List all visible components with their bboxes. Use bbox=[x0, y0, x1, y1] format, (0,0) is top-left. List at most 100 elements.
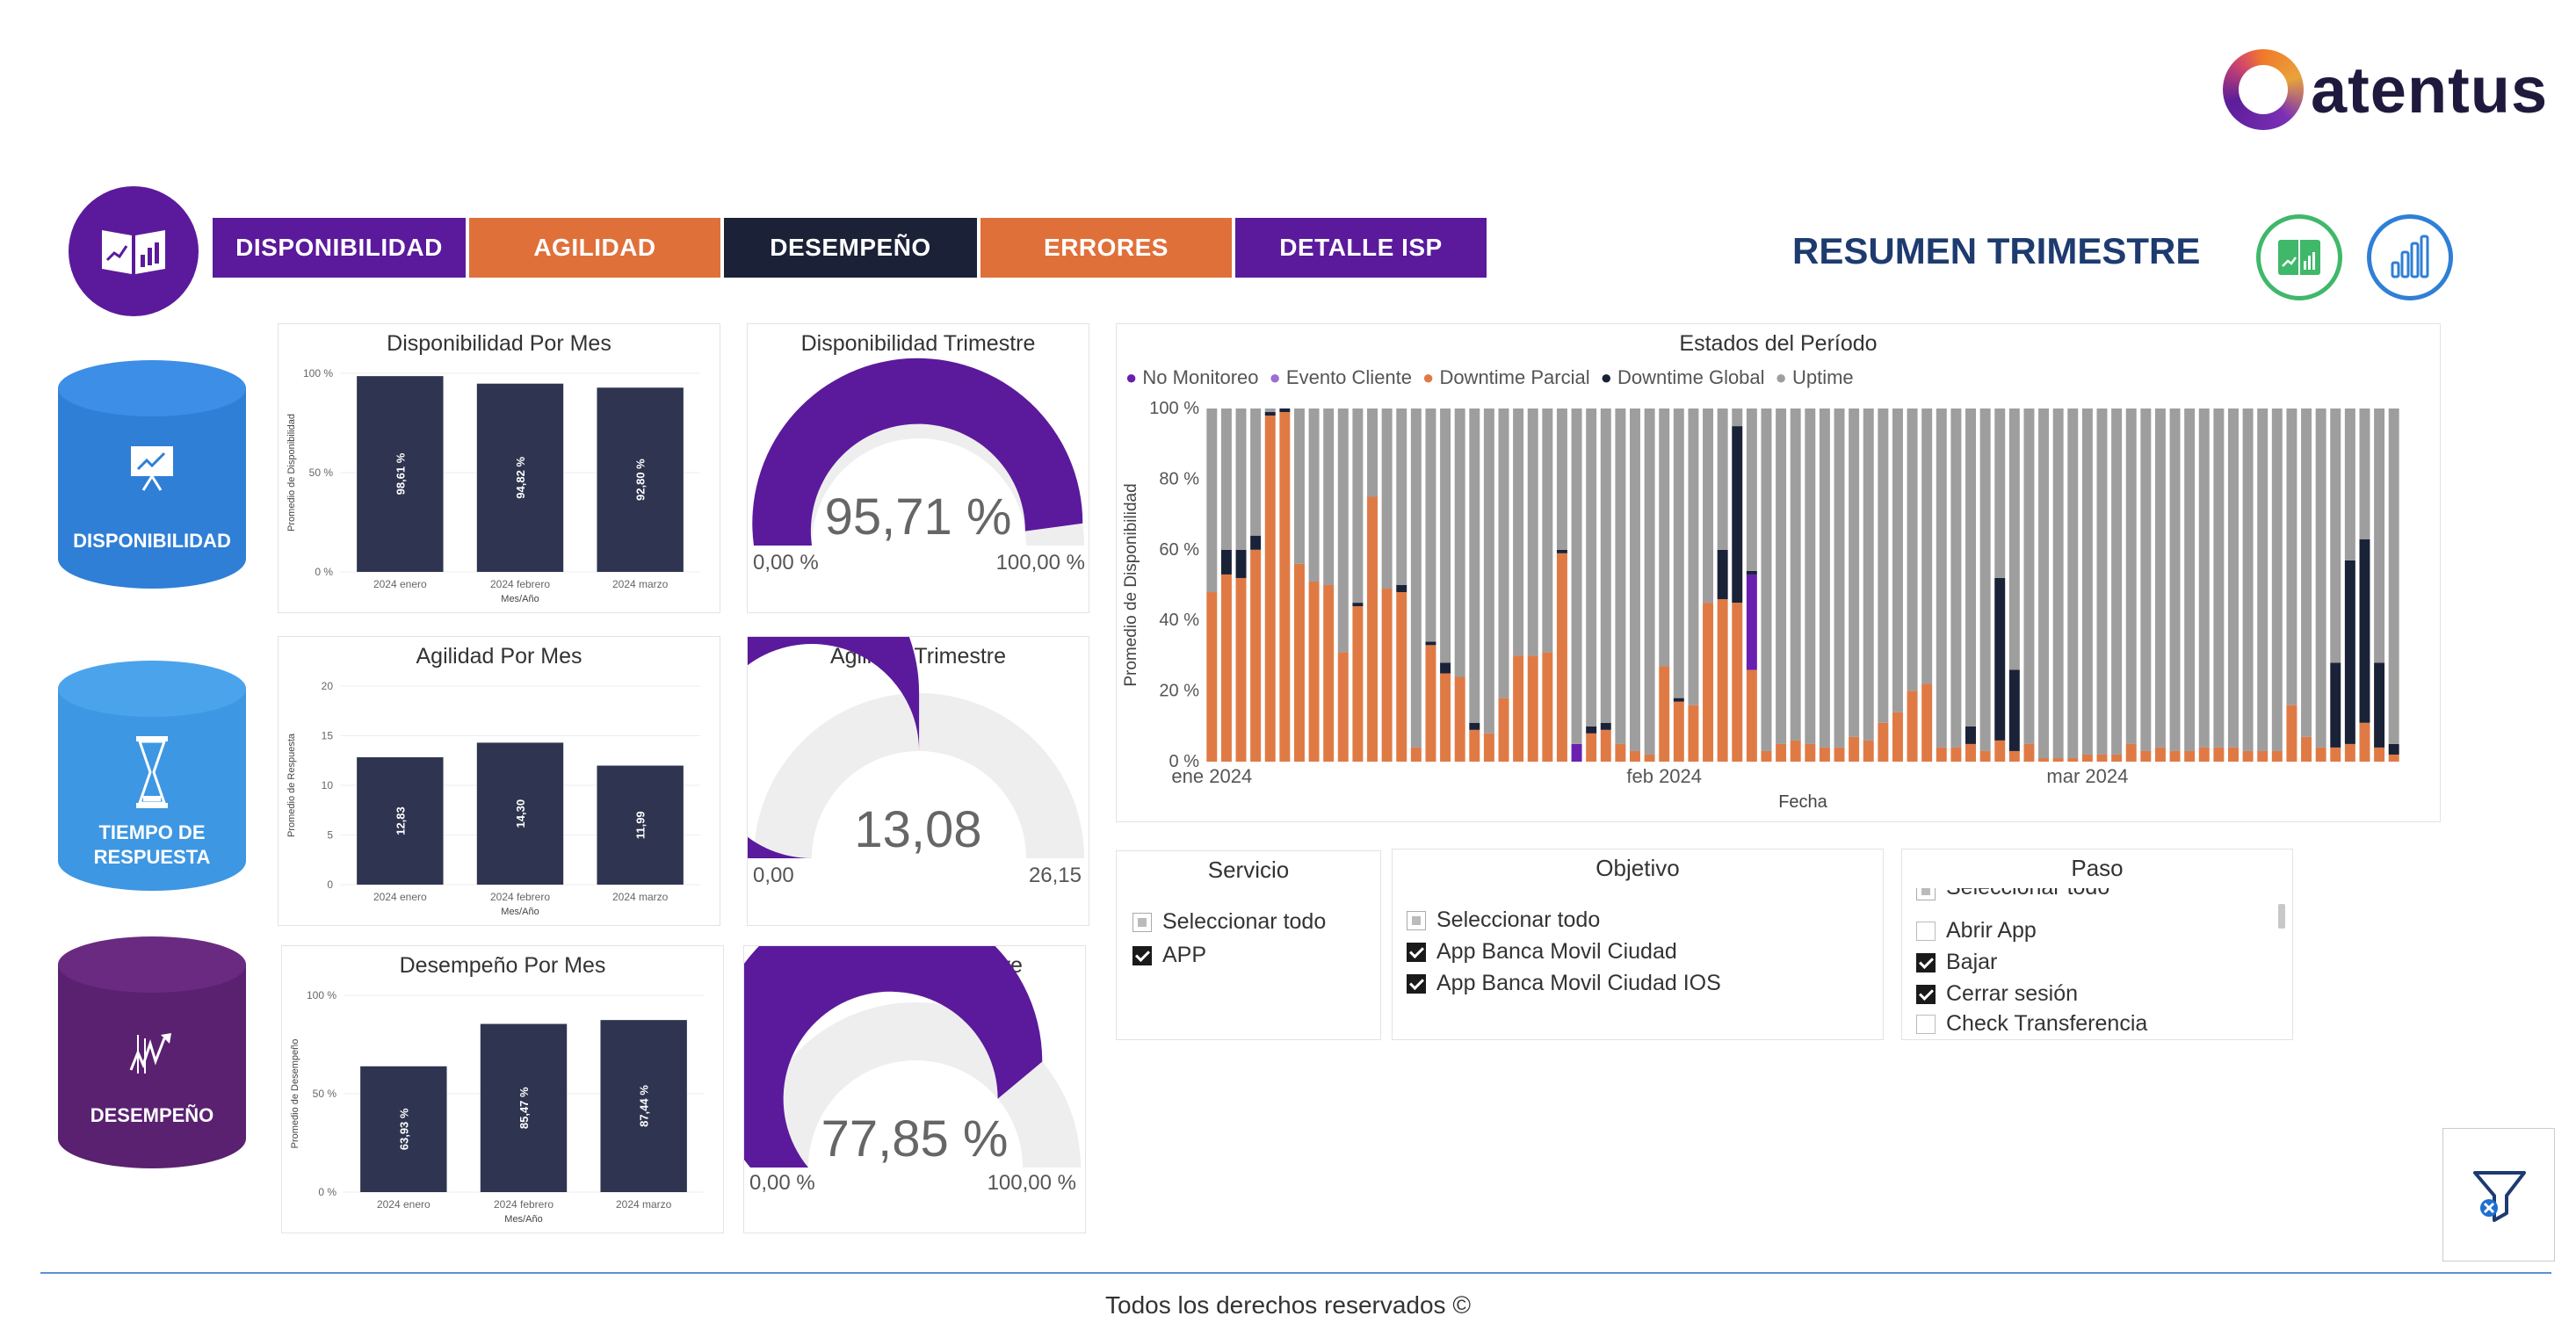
bar-segment-uptime bbox=[1717, 408, 1728, 550]
bar-segment-uptime bbox=[1381, 408, 1393, 589]
bar-segment-downtime-parcial bbox=[1936, 747, 1947, 762]
y-tick-label: 0 % bbox=[318, 1186, 336, 1198]
bar-value-label: 87,44 % bbox=[638, 1085, 651, 1127]
y-tick-label: 5 bbox=[327, 829, 333, 842]
bar-segment-downtime-global bbox=[1220, 549, 1232, 575]
gauge-track bbox=[754, 693, 1084, 858]
bar-segment-downtime-parcial bbox=[2315, 747, 2326, 762]
bar-segment-uptime bbox=[1527, 408, 1538, 656]
checkbox-checked-icon[interactable] bbox=[1407, 942, 1426, 962]
slicer-option[interactable]: Cerrar sesión bbox=[1916, 981, 2078, 1007]
scrollbar-thumb[interactable] bbox=[2278, 904, 2285, 929]
y-axis-title: Promedio de Disponibilidad bbox=[286, 414, 297, 531]
report-book-icon[interactable] bbox=[69, 186, 199, 316]
cylinder-top bbox=[58, 360, 246, 416]
report-green-button[interactable] bbox=[2256, 214, 2342, 300]
tab-agilidad[interactable]: AGILIDAD bbox=[469, 218, 720, 278]
checkbox-checked-icon[interactable] bbox=[1132, 945, 1152, 965]
slicer-option[interactable]: App Banca Movil Ciudad IOS bbox=[1407, 971, 1721, 996]
y-tick-label: 60 % bbox=[1159, 540, 1199, 560]
checkbox-partial-icon[interactable] bbox=[1916, 888, 1936, 900]
bar-segment-downtime-parcial bbox=[1761, 750, 1772, 762]
bar-segment-downtime-parcial bbox=[2228, 747, 2239, 762]
legend-dot-icon: ● bbox=[1600, 366, 1612, 388]
checkbox-empty-icon[interactable] bbox=[1916, 1014, 1936, 1034]
bar-segment-downtime-parcial bbox=[1790, 740, 1801, 762]
bar-segment-uptime bbox=[1907, 408, 1918, 691]
y-tick-label: 20 bbox=[322, 680, 334, 692]
bar-chart-blue-button[interactable] bbox=[2367, 214, 2453, 300]
slicer-option[interactable]: APP bbox=[1132, 943, 1206, 968]
slicer-title: Servicio bbox=[1207, 857, 1290, 883]
gauge-min: 0,00 bbox=[753, 864, 794, 887]
bar-segment-downtime-parcial bbox=[2111, 754, 2123, 762]
bar-segment-downtime-parcial bbox=[2286, 705, 2297, 762]
bar-segment-downtime-parcial bbox=[1644, 754, 1655, 762]
bar-segment-uptime bbox=[2169, 408, 2181, 751]
option-label: Check Transferencia bbox=[1946, 1011, 2148, 1036]
bar-segment-downtime-parcial bbox=[2154, 747, 2166, 762]
bar-segment-downtime-parcial bbox=[1776, 743, 1787, 762]
section-desempeno[interactable]: DESEMPEÑO bbox=[58, 936, 246, 1168]
bar-segment-downtime-parcial bbox=[2169, 750, 2181, 762]
checkbox-checked-icon[interactable] bbox=[1916, 952, 1936, 972]
slicer-option[interactable]: Abrir App bbox=[1916, 918, 2037, 943]
bar-segment-uptime bbox=[2213, 408, 2225, 748]
legend-label: Evento Cliente bbox=[1285, 366, 1413, 388]
checkbox-empty-icon[interactable] bbox=[1916, 921, 1936, 941]
bar-segment-uptime bbox=[2140, 408, 2152, 751]
y-axis-title: Promedio de Respuesta bbox=[286, 733, 297, 837]
y-axis-title: Promedio de Desempeño bbox=[290, 1039, 300, 1149]
x-tick-label: 2024 enero bbox=[373, 891, 427, 903]
checkbox-partial-icon[interactable] bbox=[1132, 912, 1152, 932]
bar-segment-downtime-parcial bbox=[1950, 747, 1962, 762]
bar-segment-uptime bbox=[1440, 408, 1451, 663]
bar-segment-uptime bbox=[1644, 408, 1655, 755]
bar-segment-downtime-parcial bbox=[1979, 750, 1991, 762]
option-label: App Banca Movil Ciudad bbox=[1436, 939, 1677, 964]
slicer-option[interactable]: Bajar bbox=[1916, 950, 1997, 975]
legend-item[interactable]: ● Downtime Parcial bbox=[1422, 366, 1590, 389]
checkbox-partial-icon[interactable] bbox=[1407, 910, 1426, 930]
slicer-title: Paso bbox=[2071, 855, 2124, 881]
bar-segment-downtime-parcial bbox=[1264, 416, 1276, 762]
bar-segment-uptime bbox=[2315, 408, 2326, 748]
tab-desempeno[interactable]: DESEMPEÑO bbox=[724, 218, 977, 278]
book-chart-icon bbox=[102, 230, 165, 274]
tab-errores[interactable]: ERRORES bbox=[980, 218, 1232, 278]
section-tiempo-respuesta[interactable]: TIEMPO DE RESPUESTA bbox=[58, 661, 246, 891]
bar-segment-uptime bbox=[1892, 408, 1903, 712]
legend-item[interactable]: ● Downtime Global bbox=[1601, 366, 1765, 389]
slicer-servicio: Servicio Seleccionar todo APP bbox=[1116, 850, 1381, 1040]
legend-item[interactable]: ● No Monitoreo bbox=[1125, 366, 1259, 389]
section-disponibilidad[interactable]: DISPONIBILIDAD bbox=[58, 360, 246, 589]
slicer-option[interactable]: Seleccionar todo bbox=[1407, 907, 1600, 933]
stacked-card-estados: Estados del Período ● No Monitoreo ● Eve… bbox=[1116, 323, 2441, 822]
slicer-option[interactable]: App Banca Movil Ciudad bbox=[1407, 939, 1677, 965]
option-label: App Banca Movil Ciudad IOS bbox=[1436, 971, 1721, 995]
bar-segment-uptime bbox=[1323, 408, 1335, 585]
bar-segment-downtime-parcial bbox=[1556, 553, 1567, 762]
y-tick-label: 50 % bbox=[313, 1088, 337, 1100]
slicer-option[interactable]: Seleccionar todo bbox=[1916, 888, 2109, 900]
slicer-option[interactable]: Seleccionar todo bbox=[1132, 909, 1326, 935]
gauge-fill bbox=[752, 358, 1083, 546]
legend-item[interactable]: ● Evento Cliente bbox=[1270, 366, 1413, 389]
checkbox-checked-icon[interactable] bbox=[1407, 973, 1426, 994]
clear-filters-button[interactable] bbox=[2442, 1128, 2555, 1262]
tab-detalle-isp[interactable]: DETALLE ISP bbox=[1235, 218, 1487, 278]
bar-segment-downtime-parcial bbox=[1279, 412, 1291, 762]
atentus-logo-icon bbox=[2223, 49, 2304, 130]
checkbox-checked-icon[interactable] bbox=[1916, 984, 1936, 1004]
tab-disponibilidad[interactable]: DISPONIBILIDAD bbox=[213, 218, 466, 278]
legend-item[interactable]: ● Uptime bbox=[1776, 366, 1854, 389]
bar-segment-downtime-parcial bbox=[1819, 747, 1830, 762]
x-axis-title: Mes/Año bbox=[501, 907, 539, 917]
bar-segment-uptime bbox=[2096, 408, 2108, 755]
bar-segment-uptime bbox=[1921, 408, 1933, 684]
bar-segment-downtime-parcial bbox=[2125, 743, 2137, 762]
bar-segment-downtime-parcial bbox=[1220, 574, 1232, 762]
gauge-desempeno bbox=[744, 946, 1081, 1168]
slicer-option[interactable]: Check Transferencia bbox=[1916, 1011, 2147, 1037]
bar-segment-downtime-parcial bbox=[1921, 683, 1933, 762]
